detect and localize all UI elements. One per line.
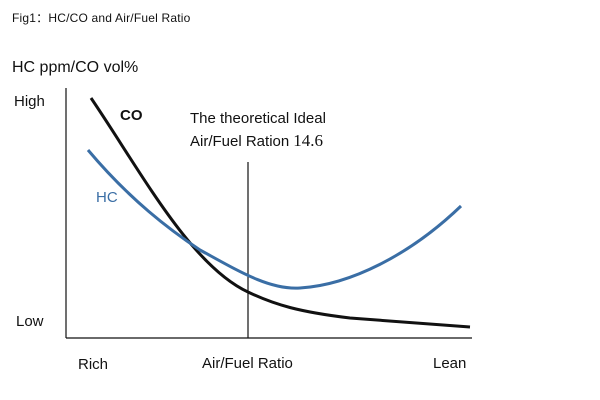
ideal-annotation-line2: Air/Fuel Ration 14.6 — [190, 132, 323, 149]
figure-title: Fig1：HC/CO and Air/Fuel Ratio — [12, 11, 191, 25]
co-curve — [89, 97, 471, 329]
ideal-ratio-value: 14.6 — [293, 131, 323, 150]
x-lean-label: Lean — [433, 355, 467, 372]
y-high-label: High — [14, 93, 45, 110]
hc-curve — [86, 149, 463, 290]
co-curve-label: CO — [120, 107, 143, 124]
x-axis-title: Air/Fuel Ratio — [202, 355, 293, 372]
x-rich-label: Rich — [78, 356, 109, 373]
ideal-annotation-line1: The theoretical Ideal — [190, 110, 326, 127]
y-axis-title: HC ppm/CO vol% — [12, 59, 139, 76]
hc-curve-label: HC — [96, 189, 118, 206]
ideal-annotation-text: Air/Fuel Ration — [190, 133, 290, 150]
y-low-label: Low — [16, 313, 44, 330]
